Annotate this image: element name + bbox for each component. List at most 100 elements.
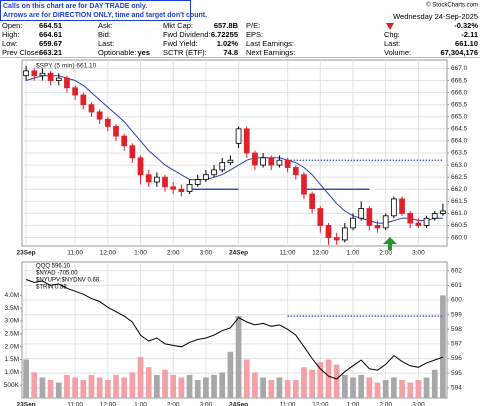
candle-body	[113, 126, 119, 137]
legend-label: $TRIN 0.88	[36, 285, 67, 291]
candle-body	[317, 208, 324, 226]
quote-label: Last Earnings:	[246, 39, 294, 48]
y-tick-label: 662.5	[451, 174, 468, 181]
note-line: Calls on this chart are for DAY TRADE on…	[3, 3, 147, 10]
x-tick-label: 1:00	[347, 402, 360, 406]
y2-tick-label: 1.5M	[5, 356, 19, 363]
y-tick-label: 665.0	[451, 113, 468, 120]
volume-bar	[309, 369, 316, 398]
candle-body	[137, 157, 144, 176]
y-tick-label: 596	[451, 355, 462, 362]
volume-bar	[162, 369, 168, 398]
volume-bar	[170, 374, 177, 398]
candle-body	[243, 128, 250, 154]
volume-bar	[382, 380, 389, 398]
x-tick-label: 12:00	[100, 402, 117, 406]
x-tick-label: 11:00	[67, 250, 83, 257]
candle-body	[31, 70, 38, 77]
candle-body	[129, 145, 136, 159]
quote-label: Fwd Yield:	[163, 39, 198, 48]
candle-body	[219, 162, 226, 171]
candle-body	[186, 184, 193, 193]
quote-label: Next Earnings:	[246, 48, 295, 57]
y-tick-label: 660.5	[451, 222, 468, 229]
quote-label: Optionable:	[98, 48, 136, 57]
x-tick-label: 11:00	[67, 402, 83, 406]
volume-bar	[292, 380, 299, 398]
y-tick-label: 594	[451, 384, 462, 391]
candle-body	[350, 217, 356, 229]
y-tick-label: 664.5	[451, 126, 468, 133]
y-tick-label: 660.0	[451, 234, 468, 241]
candle-body	[358, 208, 365, 219]
x-tick-label: 3:00	[200, 402, 213, 406]
x-tick-label: 3:00	[412, 402, 425, 406]
candle-body	[399, 198, 405, 214]
volume-bar	[333, 364, 340, 398]
candle-body	[104, 118, 111, 127]
legend-label: QQQ 596.10	[36, 264, 71, 270]
quote-label: Fwd Dividend:	[163, 30, 211, 39]
x-tick-label: 12:00	[312, 402, 329, 406]
volume-bar	[284, 380, 291, 398]
quote-label: Last:	[384, 39, 400, 48]
volume-bar	[153, 374, 160, 398]
candle-body	[23, 70, 29, 77]
quote-label: P/E:	[246, 21, 260, 30]
candle-body	[39, 72, 46, 77]
chart-label: $SPY (5 min) 661.10	[36, 63, 97, 70]
volume-bar	[260, 377, 266, 398]
candle-body	[162, 176, 168, 188]
volume-bar	[358, 374, 365, 398]
y-tick-label: 663.5	[451, 150, 468, 157]
y-tick-label: 661.5	[451, 198, 468, 205]
x-tick-label: 12:00	[312, 250, 329, 257]
x-tick-label: 2:00	[167, 250, 180, 257]
volume-bar	[350, 377, 356, 398]
y-tick-label: 600	[451, 297, 462, 304]
x-tick-label: 2:00	[167, 402, 180, 406]
y2-tick-label: 3.5M	[5, 305, 19, 312]
candle-body	[211, 169, 217, 176]
volume-bar	[137, 356, 144, 398]
candle-body	[235, 128, 242, 144]
y-tick-label: 598	[451, 326, 462, 333]
y-tick-label: 597	[451, 341, 462, 348]
volume-bar	[399, 380, 405, 398]
y-tick-label: 666.5	[451, 77, 468, 84]
y-tick-label: 667.0	[451, 65, 468, 72]
volume-bar	[186, 374, 193, 398]
candle-body	[72, 87, 78, 96]
volume-bar	[325, 359, 332, 398]
candle-body	[121, 135, 128, 147]
candle-body	[55, 77, 62, 81]
candle-body	[194, 179, 201, 185]
candle-body	[374, 225, 381, 229]
note-box	[0, 0, 191, 21]
volume-bar	[88, 374, 95, 398]
volume-bar	[23, 359, 29, 398]
volume-bar	[194, 380, 201, 398]
candle-body	[268, 157, 275, 166]
quote-label: Chg:	[384, 30, 400, 39]
candle-body	[227, 159, 234, 164]
quote-value: 74.8	[223, 48, 238, 57]
volume-bar	[55, 382, 62, 398]
y2-tick-label: 1.0M	[5, 369, 19, 376]
copyright: © StockCharts.com	[426, 2, 478, 9]
y-tick-label: 664.0	[451, 138, 468, 145]
y-tick-label: 601	[451, 282, 462, 289]
candle-body	[80, 94, 87, 106]
y-tick-label: 662.0	[451, 186, 468, 193]
candle-body	[325, 225, 332, 238]
volume-bar	[268, 380, 275, 398]
quote-value: yes	[137, 48, 150, 57]
candle-body	[440, 210, 446, 214]
volume-bar	[317, 362, 324, 398]
candle-body	[178, 188, 185, 193]
volume-bar	[391, 377, 397, 398]
x-tick-label: 11:00	[280, 402, 296, 406]
volume-bar	[415, 380, 422, 398]
